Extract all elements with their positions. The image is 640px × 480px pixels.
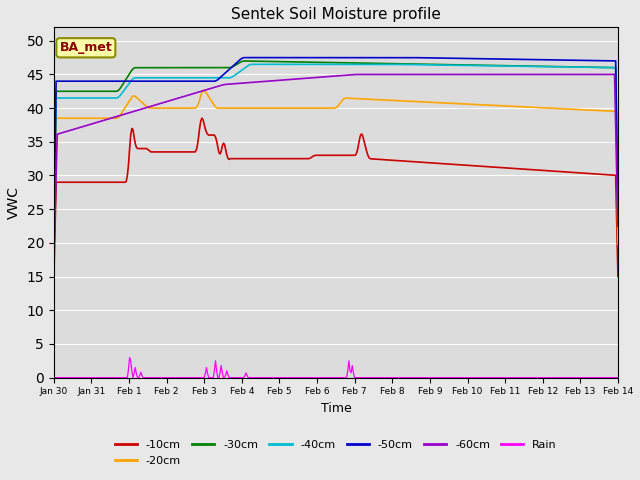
Line: -60cm: -60cm: [54, 74, 618, 256]
Rain: [513, 375, 521, 381]
Y-axis label: VWC: VWC: [7, 186, 21, 219]
-30cm: [356, 60, 364, 66]
Rain: [323, 375, 330, 381]
-40cm: [513, 63, 521, 69]
-40cm: [50, 235, 58, 240]
Line: -10cm: -10cm: [54, 118, 618, 280]
Rain: [387, 375, 394, 381]
Rain: [125, 355, 133, 360]
-20cm: [50, 245, 58, 251]
-30cm: [513, 63, 521, 69]
-40cm: [319, 61, 327, 67]
Rain: [356, 375, 364, 381]
-60cm: [321, 74, 329, 80]
-40cm: [387, 61, 394, 67]
-10cm: [50, 277, 58, 283]
-50cm: [323, 55, 330, 60]
-10cm: [513, 166, 521, 171]
-60cm: [602, 72, 609, 77]
Legend: -10cm, -20cm, -30cm, -40cm, -50cm, -60cm, Rain: -10cm, -20cm, -30cm, -40cm, -50cm, -60cm…: [110, 436, 561, 470]
-60cm: [50, 253, 58, 259]
-20cm: [323, 105, 330, 111]
-30cm: [50, 231, 58, 237]
-40cm: [356, 61, 364, 67]
Rain: [50, 375, 58, 381]
-10cm: [602, 172, 609, 178]
Rain: [602, 375, 609, 381]
-60cm: [387, 72, 394, 77]
Rain: [319, 375, 327, 381]
-10cm: [387, 157, 394, 163]
-60cm: [356, 72, 364, 77]
-10cm: [319, 153, 327, 158]
-20cm: [200, 87, 208, 93]
-50cm: [513, 57, 521, 62]
Title: Sentek Soil Moisture profile: Sentek Soil Moisture profile: [231, 7, 441, 22]
-60cm: [614, 223, 622, 229]
-40cm: [323, 61, 330, 67]
-50cm: [602, 58, 609, 64]
Line: -50cm: -50cm: [54, 58, 618, 229]
-30cm: [614, 220, 622, 226]
-20cm: [602, 108, 609, 114]
-10cm: [614, 274, 622, 279]
-60cm: [318, 74, 326, 80]
-50cm: [241, 55, 249, 60]
-20cm: [387, 97, 394, 103]
-50cm: [614, 216, 622, 222]
Line: -20cm: -20cm: [54, 90, 618, 248]
-10cm: [356, 133, 364, 139]
Rain: [614, 375, 622, 381]
Text: BA_met: BA_met: [60, 41, 112, 54]
-50cm: [356, 55, 364, 60]
-30cm: [602, 65, 609, 71]
-60cm: [513, 72, 521, 77]
X-axis label: Time: Time: [321, 402, 351, 415]
Line: -30cm: -30cm: [54, 61, 618, 234]
-40cm: [248, 61, 255, 67]
-40cm: [602, 65, 609, 71]
-20cm: [319, 105, 327, 111]
Line: -40cm: -40cm: [54, 64, 618, 238]
-30cm: [323, 60, 330, 65]
-20cm: [513, 104, 521, 109]
-20cm: [614, 241, 622, 247]
-40cm: [614, 220, 622, 226]
-20cm: [356, 96, 364, 102]
-50cm: [387, 55, 394, 60]
-10cm: [198, 115, 206, 121]
Line: Rain: Rain: [54, 358, 618, 378]
-30cm: [387, 61, 394, 67]
-50cm: [50, 227, 58, 232]
-30cm: [319, 60, 327, 65]
-10cm: [323, 153, 330, 158]
-50cm: [319, 55, 327, 60]
-60cm: [355, 72, 363, 77]
-30cm: [241, 58, 249, 64]
